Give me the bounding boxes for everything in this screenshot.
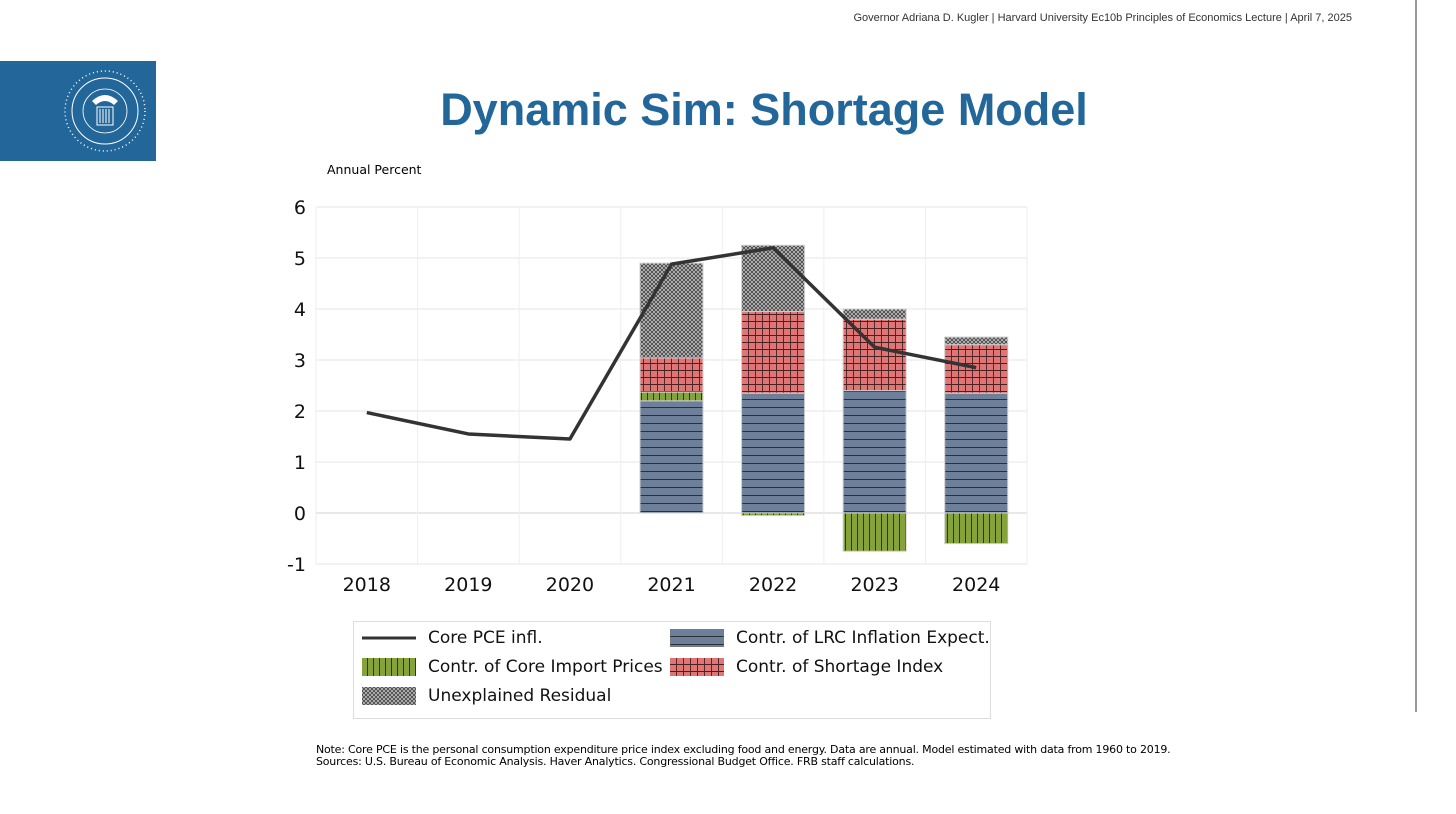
bar-segment [639,400,704,514]
legend-item-residual: Unexplained Residual [362,686,611,706]
bar-segment [842,308,907,320]
presentation-header: Governor Adriana D. Kugler | Harvard Uni… [853,12,1352,24]
bar-segment [741,244,806,313]
y-axis-label: Annual Percent [327,162,422,177]
legend-label: Contr. of LRC Inflation Expect. [736,628,990,648]
bar-segment [944,336,1009,346]
bar-segment [944,344,1009,394]
y-tick-label: 2 [294,401,306,423]
bar-segment [944,512,1009,545]
bar-segment [639,391,704,402]
chart-legend: Core PCE infl. Contr. of LRC Inflation E… [353,621,991,719]
x-tick-label: 2022 [749,574,797,596]
y-tick-label: 1 [294,452,306,474]
sources-text: Sources: U.S. Bureau of Economic Analysi… [316,755,915,768]
y-tick-label: 3 [294,350,306,372]
bar-segment [639,262,704,359]
legend-label: Contr. of Core Import Prices [428,657,663,677]
legend-item-import: Contr. of Core Import Prices [362,657,663,677]
bar-segment [842,512,907,552]
legend-swatch [670,658,724,676]
y-tick-label: 0 [294,503,306,525]
x-tick-label: 2023 [850,574,898,596]
bar-segment [741,311,806,394]
legend-line-swatch [362,636,416,640]
bar-segment [944,392,1009,514]
core-pce-line [366,246,977,441]
slide-title: Dynamic Sim: Shortage Model [440,84,1088,135]
stacked-bar-line-chart: 6 5 4 3 2 1 0 -1 2018 2019 2020 2021 2022 2023 2024 [287,197,1028,596]
footnote: Note: Core PCE is the personal consumpti… [316,743,1171,768]
y-tick-label: 4 [294,299,306,321]
bar-segment [842,318,907,392]
y-tick-label: 5 [294,248,306,270]
y-tick-label: -1 [287,554,306,576]
legend-swatch [362,658,416,676]
x-tick-label: 2018 [343,574,391,596]
x-tick-label: 2021 [647,574,695,596]
note-text: Note: Core PCE is the personal consumpti… [316,743,1171,756]
legend-label: Core PCE infl. [428,628,543,648]
x-tick-label: 2024 [952,574,1000,596]
legend-label: Unexplained Residual [428,686,612,706]
y-tick-label: 6 [294,197,306,219]
x-tick-label: 2020 [546,574,594,596]
bar-segment [741,392,806,514]
slide-edge [1415,0,1417,712]
x-tick-label: 2019 [444,574,492,596]
fed-seal-banner [0,61,156,161]
legend-swatch [362,687,416,705]
legend-item-core-pce: Core PCE infl. [362,628,543,648]
bar-segment [741,512,806,517]
fed-seal-icon [64,70,146,152]
legend-label: Contr. of Shortage Index [736,657,944,677]
legend-item-shortage: Contr. of Shortage Index [670,657,943,677]
legend-item-lrc: Contr. of LRC Inflation Expect. [670,628,990,648]
bar-segment [639,357,704,393]
legend-swatch [670,629,724,647]
bar-segment [842,390,907,514]
